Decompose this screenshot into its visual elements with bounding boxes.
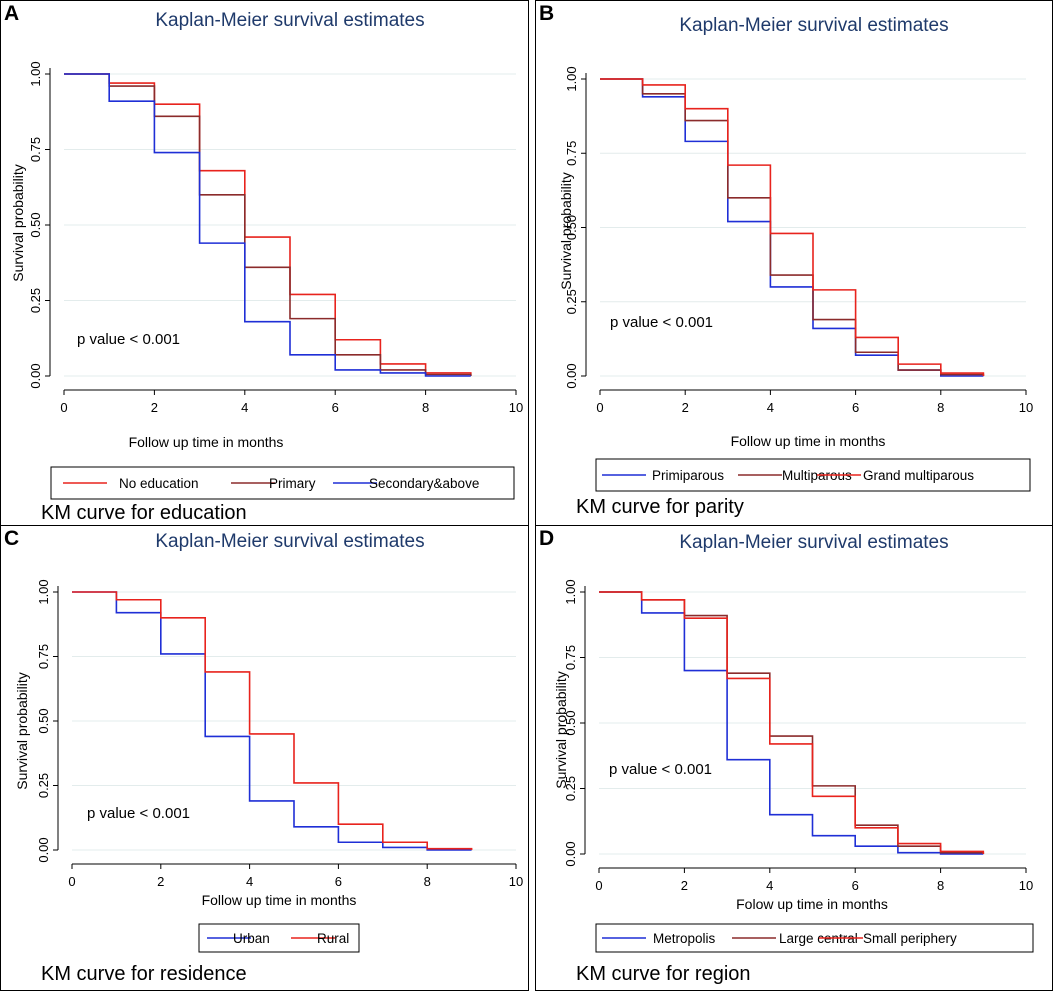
y-axis-label: Survival probability (14, 672, 30, 790)
x-tick-label: 6 (332, 400, 339, 415)
x-tick-label: 4 (766, 878, 773, 893)
y-tick-label: 0.75 (563, 645, 578, 670)
legend-label: Rural (317, 931, 349, 946)
legend-box (595, 458, 1031, 492)
series-line (600, 78, 985, 376)
x-tick-label: 0 (68, 874, 75, 889)
chart-title: Kaplan-Meier survival estimates (679, 15, 948, 36)
series-line (72, 591, 473, 850)
y-tick-label: 0.00 (36, 837, 51, 862)
x-tick-label: 8 (422, 400, 429, 415)
y-tick-label: 0.50 (563, 710, 578, 735)
panel-letter: B (539, 2, 555, 25)
y-axis-label: Survival probability (10, 164, 26, 282)
x-axis-label: Follow up time in months (202, 892, 357, 908)
y-tick-label: 0.25 (564, 289, 579, 314)
x-tick-label: 8 (937, 878, 944, 893)
km-chart-education: Kaplan-Meier survival estimates 0.00 0.25 0… (10, 10, 523, 500)
panel-letter: C (4, 527, 20, 550)
km-chart-parity: Kaplan-Meier survival estimates 0.00 0.25 0… (558, 15, 1033, 492)
x-axis-label: Folow up time in months (736, 896, 888, 912)
y-tick-label: 0.50 (28, 212, 43, 237)
x-tick-label: 4 (241, 400, 248, 415)
series-line (64, 73, 472, 376)
x-tick-label: 10 (1019, 400, 1033, 415)
series-line (64, 73, 471, 377)
p-value-annotation: p value < 0.001 (609, 761, 712, 778)
x-tick-label: 0 (595, 878, 602, 893)
x-tick-label: 2 (151, 400, 158, 415)
legend-label: Large central (779, 931, 858, 946)
legend-label: Metropolis (653, 931, 716, 946)
y-tick-label: 0.75 (36, 644, 51, 669)
panel-d: D Kaplan-Meier survival estimates 0.00 0.2… (535, 525, 1053, 991)
panel-c: C Kaplan-Meier survival estimates 0.00 0.2… (0, 525, 529, 991)
panel-letter: D (539, 527, 555, 550)
x-tick-label: 10 (1019, 878, 1033, 893)
km-chart-region: Kaplan-Meier survival estimates 0.00 0.25 0… (553, 532, 1034, 953)
panel-letter: A (4, 2, 20, 25)
y-tick-label: 0.25 (563, 776, 578, 801)
x-tick-label: 4 (767, 400, 774, 415)
p-value-annotation: p value < 0.001 (610, 314, 713, 331)
chart-title: Kaplan-Meier survival estimates (155, 10, 424, 31)
legend-label: Secondary&above (369, 476, 479, 491)
panel-caption: KM curve for residence (41, 963, 247, 985)
km-chart-residence: Kaplan-Meier survival estimates 0.00 0.25 0… (14, 531, 523, 953)
y-axis-label: Survival probability (553, 671, 569, 789)
y-tick-label: 1.00 (28, 61, 43, 86)
series-line (599, 591, 984, 855)
x-tick-label: 8 (424, 874, 431, 889)
x-tick-label: 6 (852, 878, 859, 893)
legend-label: Primiparous (652, 468, 724, 483)
x-tick-label: 2 (681, 878, 688, 893)
series-line (64, 73, 472, 376)
p-value-annotation: p value < 0.001 (77, 331, 180, 348)
x-tick-label: 10 (509, 400, 523, 415)
y-tick-label: 0.25 (36, 773, 51, 798)
legend-box (595, 923, 1034, 953)
y-tick-label: 0.00 (28, 363, 43, 388)
y-tick-label: 1.00 (563, 579, 578, 604)
x-tick-label: 0 (596, 400, 603, 415)
x-tick-label: 4 (246, 874, 253, 889)
x-tick-label: 2 (157, 874, 164, 889)
x-tick-label: 10 (509, 874, 523, 889)
x-axis-label: Follow up time in months (129, 434, 284, 450)
y-tick-label: 0.50 (564, 215, 579, 240)
panel-caption: KM curve for education (41, 502, 247, 524)
y-tick-label: 0.00 (564, 363, 579, 388)
y-tick-label: 0.75 (564, 141, 579, 166)
y-tick-label: 0.50 (36, 708, 51, 733)
y-tick-label: 1.00 (36, 579, 51, 604)
x-tick-label: 6 (852, 400, 859, 415)
y-tick-label: 0.75 (28, 137, 43, 162)
p-value-annotation: p value < 0.001 (87, 805, 190, 822)
y-tick-label: 0.00 (563, 841, 578, 866)
x-tick-label: 6 (335, 874, 342, 889)
x-tick-label: 8 (937, 400, 944, 415)
legend-label: Small periphery (863, 931, 957, 946)
panel-b: B Kaplan-Meier survival estimates 0.00 0.2… (535, 0, 1053, 527)
x-tick-label: 0 (60, 400, 67, 415)
panel-caption: KM curve for region (576, 963, 751, 985)
legend-label: Urban (233, 931, 270, 946)
series-line (599, 591, 985, 854)
x-tick-label: 2 (682, 400, 689, 415)
y-tick-label: 0.25 (28, 288, 43, 313)
chart-title: Kaplan-Meier survival estimates (679, 532, 948, 553)
panel-a: A Kaplan-Meier survival estimates 0.00 0.2… (0, 0, 529, 527)
legend-label: Grand multiparous (863, 468, 974, 483)
panel-caption: KM curve for parity (576, 496, 744, 518)
x-axis-label: Follow up time in months (731, 433, 886, 449)
y-axis-label: Survival probability (558, 172, 574, 290)
legend-box (50, 466, 515, 500)
legend-label: Primary (269, 476, 316, 491)
legend-label: No education (119, 476, 199, 491)
chart-title: Kaplan-Meier survival estimates (155, 531, 424, 552)
series-line (72, 591, 472, 851)
y-tick-label: 1.00 (564, 66, 579, 91)
